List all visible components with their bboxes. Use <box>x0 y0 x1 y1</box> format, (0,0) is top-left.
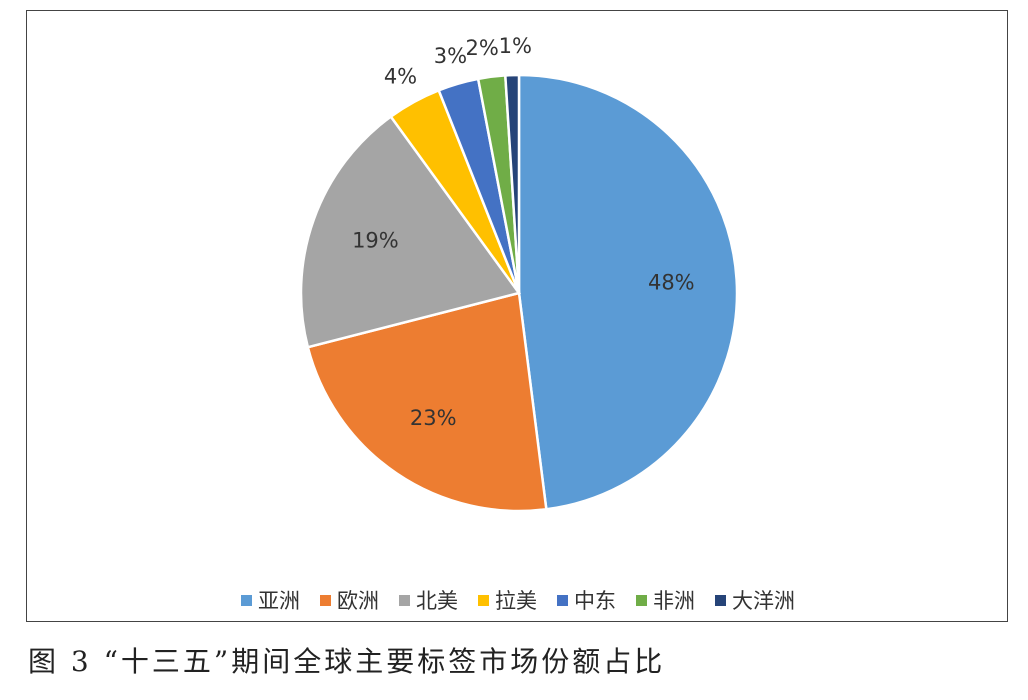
legend-swatch <box>636 594 647 606</box>
legend-item-1: 亚洲 <box>241 585 300 615</box>
data-label-4: 4% <box>384 64 417 88</box>
legend-swatch <box>478 594 489 606</box>
legend-item-7: 大洋洲 <box>715 585 795 615</box>
legend-item-5: 中东 <box>557 585 616 615</box>
legend-label: 大洋洲 <box>732 589 795 613</box>
legend: 亚洲 欧洲 北美 拉美 中东 非洲 大洋洲 <box>27 585 1009 615</box>
legend-item-3: 北美 <box>399 585 458 615</box>
pie-slice-3 <box>299 114 522 349</box>
pie-slice-7 <box>503 73 521 294</box>
chart-frame: 48% 23% 19% 4% 3% 2% 1% 亚洲 欧洲 北美 拉美 中东 非洲 大洋洲 <box>26 10 1008 622</box>
legend-swatch <box>320 594 331 606</box>
legend-label: 欧洲 <box>337 589 379 613</box>
data-label-3: 19% <box>352 228 399 252</box>
data-label-6: 2% <box>466 36 499 60</box>
data-label-7: 1% <box>499 34 532 58</box>
legend-label: 拉美 <box>495 589 537 613</box>
data-label-5: 3% <box>434 44 467 68</box>
legend-label: 亚洲 <box>258 589 300 613</box>
legend-label: 北美 <box>416 589 458 613</box>
data-label-1: 48% <box>648 270 695 294</box>
legend-swatch <box>557 594 568 606</box>
legend-label: 非洲 <box>653 589 695 613</box>
pie-chart: 48% 23% 19% 4% 3%2% 1% <box>299 34 739 513</box>
legend-swatch <box>715 594 726 606</box>
legend-swatch <box>399 594 410 606</box>
pie-slice-2 <box>306 291 548 513</box>
legend-item-4: 拉美 <box>478 585 537 615</box>
figure-caption: 图 3 “十三五”期间全球主要标签市场份额占比 <box>28 645 666 678</box>
data-label-2: 23% <box>410 406 457 430</box>
legend-label: 中东 <box>574 589 616 613</box>
legend-item-2: 欧洲 <box>320 585 379 615</box>
legend-item-6: 非洲 <box>636 585 695 615</box>
legend-swatch <box>241 594 252 606</box>
pie-slice-1 <box>517 73 739 511</box>
